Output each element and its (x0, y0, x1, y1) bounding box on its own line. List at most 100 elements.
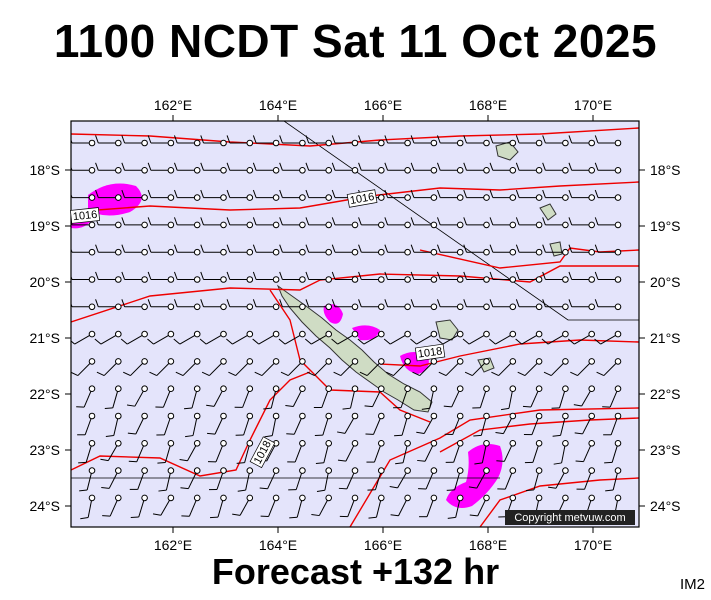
wind-station (88, 221, 96, 229)
wind-barb (205, 333, 224, 345)
wind-barb-feather (489, 338, 496, 345)
wind-station (351, 167, 359, 174)
wind-barb-feather (95, 271, 99, 280)
wind-barb-feather (515, 244, 520, 253)
wind-barb (524, 361, 540, 376)
wind-station (430, 221, 438, 229)
wind-station (351, 494, 359, 502)
wind-station (88, 330, 96, 338)
wind-barb-feather (173, 217, 178, 226)
wind-station (535, 330, 543, 338)
wind-barb (347, 497, 356, 517)
wind-barb (397, 470, 409, 489)
wind-station (614, 494, 622, 502)
wind-barb-feather (307, 371, 315, 376)
wind-station (509, 358, 517, 365)
wind-station (325, 139, 333, 147)
wind-station (614, 330, 622, 338)
wind-barb-feather (436, 338, 444, 345)
wind-barb (87, 497, 93, 518)
wind-barb-feather (358, 162, 362, 171)
wind-station (378, 412, 385, 420)
wind-station (378, 303, 385, 311)
wind-barb (215, 443, 224, 463)
wind-barb (271, 415, 277, 436)
wind-barb-feather (594, 271, 599, 280)
wind-barb (419, 361, 435, 376)
wind-barb-feather (447, 516, 456, 519)
wind-station (141, 167, 148, 174)
svg-text:1016: 1016 (349, 191, 375, 207)
wind-station (404, 385, 411, 393)
wind-station (272, 303, 280, 311)
wind-barb-feather (236, 462, 245, 464)
wind-barb-feather (226, 244, 231, 253)
wind-station (535, 440, 543, 447)
wind-barb (555, 470, 566, 489)
wind-station (378, 467, 385, 474)
wind-barb-feather (389, 486, 398, 489)
wind-barb-feather (436, 135, 441, 144)
wind-barb-feather (384, 217, 389, 226)
wind-barb-feather (342, 407, 351, 410)
wind-barb-feather (489, 162, 494, 171)
wind-barb (213, 388, 224, 407)
wind-barb (480, 415, 487, 436)
wind-station (535, 139, 543, 147)
wind-station (141, 494, 148, 502)
wind-station (509, 467, 517, 474)
wind-barb-feather (200, 244, 204, 253)
wind-barb (182, 361, 198, 376)
wind-barb (337, 333, 356, 345)
wind-barb-feather (515, 162, 520, 171)
wind-station (193, 358, 201, 365)
wind-barb-feather (410, 162, 415, 171)
wind-barb-feather (573, 404, 582, 407)
wind-station (246, 303, 254, 311)
wind-barb (112, 388, 119, 409)
wind-barb-feather (95, 244, 99, 253)
wind-station (115, 440, 122, 447)
map-frame (70, 120, 640, 528)
wind-barb (295, 470, 303, 490)
wind-barb-feather (316, 489, 325, 492)
isobar-label: 1018 (414, 343, 446, 362)
latitude-label-right: 21°S (650, 330, 681, 346)
wind-barb-feather (279, 162, 283, 171)
wind-barb-feather (237, 489, 246, 492)
wind-barb-feather (185, 435, 194, 438)
wind-station (378, 248, 385, 256)
wind-barb (401, 415, 409, 436)
wind-barb-feather (279, 189, 283, 198)
wind-barb (322, 415, 330, 436)
wind-barb (393, 361, 408, 376)
wind-barb-feather (184, 407, 193, 410)
wind-station (246, 139, 254, 147)
wind-barb-feather (147, 162, 152, 171)
wind-station (220, 276, 227, 283)
wind-barb-feather (280, 371, 289, 376)
wind-station (430, 467, 438, 474)
wind-station (115, 139, 122, 147)
rain-area (446, 444, 503, 508)
wind-barb-feather (338, 487, 347, 490)
wind-barb-feather (515, 271, 520, 280)
wind-station (535, 385, 543, 393)
wind-station (456, 303, 464, 311)
wind-station (141, 467, 148, 474)
wind-station (115, 167, 122, 174)
wind-station (456, 248, 464, 256)
wind-station (325, 221, 333, 229)
wind-station (141, 248, 148, 256)
wind-station (404, 303, 411, 311)
copyright-text: Copyright metvuw.com (514, 512, 625, 524)
isobar (379, 339, 639, 367)
wind-barb (216, 470, 224, 490)
wind-barb-feather (95, 189, 99, 198)
wind-station (588, 440, 596, 447)
wind-station (430, 385, 438, 393)
small-island (539, 203, 557, 221)
wind-barb-feather (594, 338, 602, 345)
wind-station (193, 303, 201, 311)
wind-barb-feather (173, 244, 178, 253)
